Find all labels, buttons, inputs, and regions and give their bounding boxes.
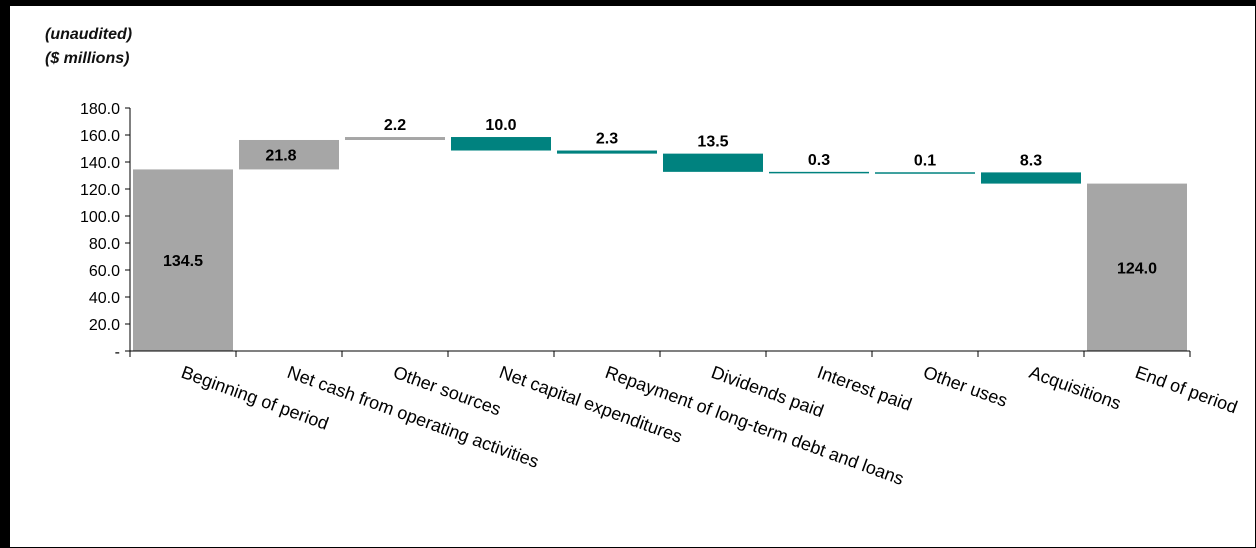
waterfall-bar: [981, 172, 1081, 184]
data-label: 13.5: [697, 134, 728, 151]
y-tick-label: 140.0: [80, 155, 120, 172]
waterfall-bar: [557, 150, 657, 154]
data-label: 2.2: [384, 117, 406, 134]
data-label: 21.8: [265, 148, 296, 165]
waterfall-bar: [133, 169, 233, 351]
x-category-label: Acquisitions: [1027, 362, 1124, 414]
waterfall-bar: [663, 153, 763, 172]
y-tick-label: 40.0: [89, 290, 120, 307]
y-tick-label: 120.0: [80, 182, 120, 199]
y-tick-label: 60.0: [89, 263, 120, 280]
data-label: 0.3: [808, 152, 830, 169]
y-tick-label: 100.0: [80, 209, 120, 226]
frame-left-border: [0, 0, 10, 548]
y-tick-label: 20.0: [89, 317, 120, 334]
waterfall-bar: [451, 137, 551, 151]
frame-top-border: [0, 0, 1256, 6]
y-tick-label: 80.0: [89, 236, 120, 253]
data-label: 10.0: [485, 117, 516, 134]
data-label: 134.5: [163, 253, 203, 270]
waterfall-bar: [239, 139, 339, 170]
units-note: ($ millions): [45, 50, 130, 67]
x-category-label: Other uses: [921, 362, 1011, 411]
data-label: 2.3: [596, 131, 618, 148]
data-label: 0.1: [914, 152, 936, 169]
waterfall-bar: [1087, 183, 1187, 351]
x-category-label: Interest paid: [815, 362, 915, 415]
x-category-label: Net capital expenditures: [497, 362, 685, 447]
data-label: 124.0: [1117, 260, 1157, 277]
y-tick-label: 180.0: [80, 101, 120, 118]
axes-layer: [125, 107, 1191, 357]
waterfall-bar: [875, 172, 975, 174]
waterfall-bar: [769, 171, 869, 174]
data-label: 8.3: [1020, 152, 1042, 169]
x-category-label: End of period: [1133, 362, 1240, 417]
y-tick-label: -: [115, 344, 120, 361]
waterfall-bar: [345, 137, 445, 140]
bars-layer: [133, 137, 1187, 351]
y-tick-label: 160.0: [80, 128, 120, 145]
unaudited-note: (unaudited): [45, 26, 133, 43]
